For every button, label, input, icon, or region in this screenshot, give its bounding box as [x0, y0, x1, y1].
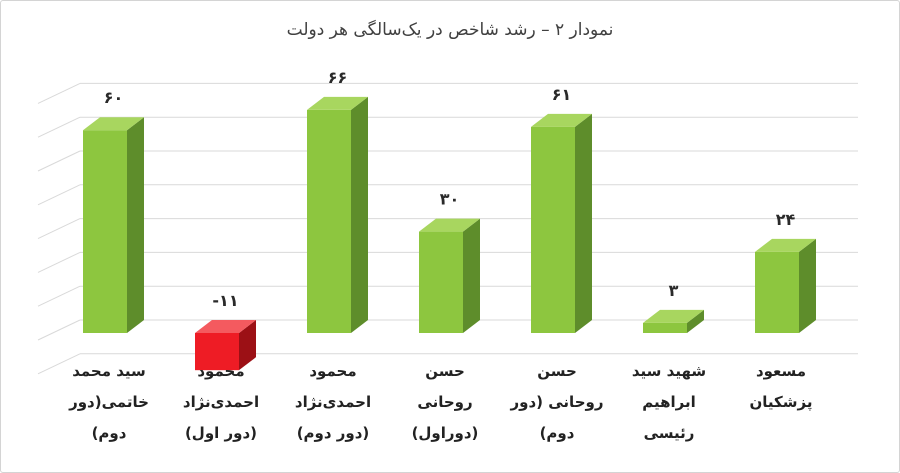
grid-line-diagonal [37, 353, 81, 375]
category-label: (دور اول) [185, 424, 257, 442]
bar-side [351, 96, 368, 333]
bar [643, 322, 687, 333]
bar-top [419, 218, 480, 232]
category-label: (دور دوم) [297, 424, 370, 442]
bar-side [575, 113, 592, 333]
category-label: خاتمی(دور [68, 393, 149, 411]
bar [531, 126, 575, 333]
grid-line-diagonal [37, 150, 81, 172]
category-label: سید محمد [72, 362, 146, 380]
bar-top [195, 320, 256, 333]
bar-side [239, 320, 256, 371]
grid-line-diagonal [37, 319, 81, 341]
bar-top [531, 113, 592, 127]
category-label: محمود [309, 362, 356, 380]
bar-top [83, 117, 144, 131]
bar [83, 130, 127, 333]
bar-side [687, 309, 704, 333]
category-label: (دوراول) [412, 424, 479, 442]
bar [755, 251, 799, 333]
category-label: پزشکیان [750, 393, 813, 412]
data-label: ۶۰ [104, 88, 124, 107]
grid-line-diagonal [37, 116, 81, 138]
bar-side [127, 117, 144, 333]
data-label: -۱۱ [212, 291, 238, 310]
bar [307, 109, 351, 333]
grid-line-diagonal [37, 82, 81, 104]
data-label: ۲۴ [776, 210, 796, 229]
grid-line-diagonal [37, 218, 81, 240]
category-label: روحانی (دور [510, 393, 604, 411]
category-label: مسعود [756, 362, 806, 380]
bar-top [643, 309, 704, 323]
chart-title: نمودار ۲ – رشد شاخص در یک‌سالگی هر دولت [286, 20, 614, 40]
category-label: محمود [197, 362, 244, 380]
data-label: ۶۱ [552, 85, 572, 104]
bar [419, 231, 463, 333]
grid-line-diagonal [37, 251, 81, 273]
bar-side [799, 238, 816, 333]
bar-top [755, 238, 816, 252]
category-label: دوم) [92, 424, 127, 442]
category-label: احمدی‌نژاد [183, 393, 259, 411]
category-label: شهید سید [632, 362, 706, 380]
category-label: احمدی‌نژاد [295, 393, 371, 411]
category-label: دوم) [540, 424, 575, 442]
category-label: رئیسی [644, 424, 695, 442]
data-label: ۶۶ [328, 68, 348, 87]
bar [195, 333, 239, 371]
grid-line-diagonal [37, 184, 81, 206]
category-label: روحانی [417, 393, 472, 411]
bar-top [307, 96, 368, 110]
category-label: حسن [537, 362, 577, 380]
category-label: ابراهیم [642, 393, 696, 411]
data-label: ۳۰ [440, 190, 460, 209]
grid-line-diagonal [37, 285, 81, 307]
data-label: ۳ [669, 281, 679, 300]
category-label: حسن [425, 362, 465, 380]
bar-side [463, 218, 480, 333]
